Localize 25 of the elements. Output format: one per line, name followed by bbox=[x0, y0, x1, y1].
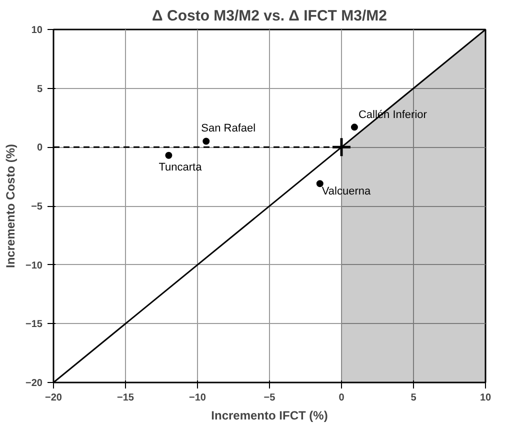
y-axis-title: Incremento Costo (%) bbox=[4, 144, 18, 268]
x-tick-label: 0 bbox=[338, 392, 345, 404]
x-tick-label: 5 bbox=[410, 392, 417, 404]
point bbox=[331, 136, 352, 158]
point bbox=[165, 152, 172, 159]
x-tick-label: −20 bbox=[45, 392, 62, 404]
x-axis-title: Incremento IFCT (%) bbox=[211, 408, 328, 422]
annotation: Tuncarta bbox=[158, 161, 203, 174]
point bbox=[350, 124, 358, 131]
point bbox=[316, 180, 324, 188]
y-tick-label: −10 bbox=[26, 260, 43, 272]
y-tick-label: −5 bbox=[31, 202, 43, 212]
x-tick-label: −10 bbox=[189, 392, 206, 404]
y-tick-label: 10 bbox=[31, 25, 43, 36]
y-tick-label: 0 bbox=[36, 142, 43, 154]
x-tick-label: −5 bbox=[264, 392, 276, 404]
x-tick-label: 10 bbox=[480, 392, 492, 404]
x-tick-label: −15 bbox=[117, 392, 134, 404]
y-tick-label: 5 bbox=[36, 84, 43, 95]
annotation: San Rafael bbox=[201, 122, 256, 134]
annotation: Valcuerna bbox=[322, 186, 372, 198]
point bbox=[202, 138, 210, 145]
y-tick-label: −20 bbox=[26, 378, 43, 389]
y-tick-label: −15 bbox=[26, 319, 43, 330]
chart-title: Δ Costo M3/M2 vs. Δ IFCT M3/M2 bbox=[152, 8, 387, 24]
